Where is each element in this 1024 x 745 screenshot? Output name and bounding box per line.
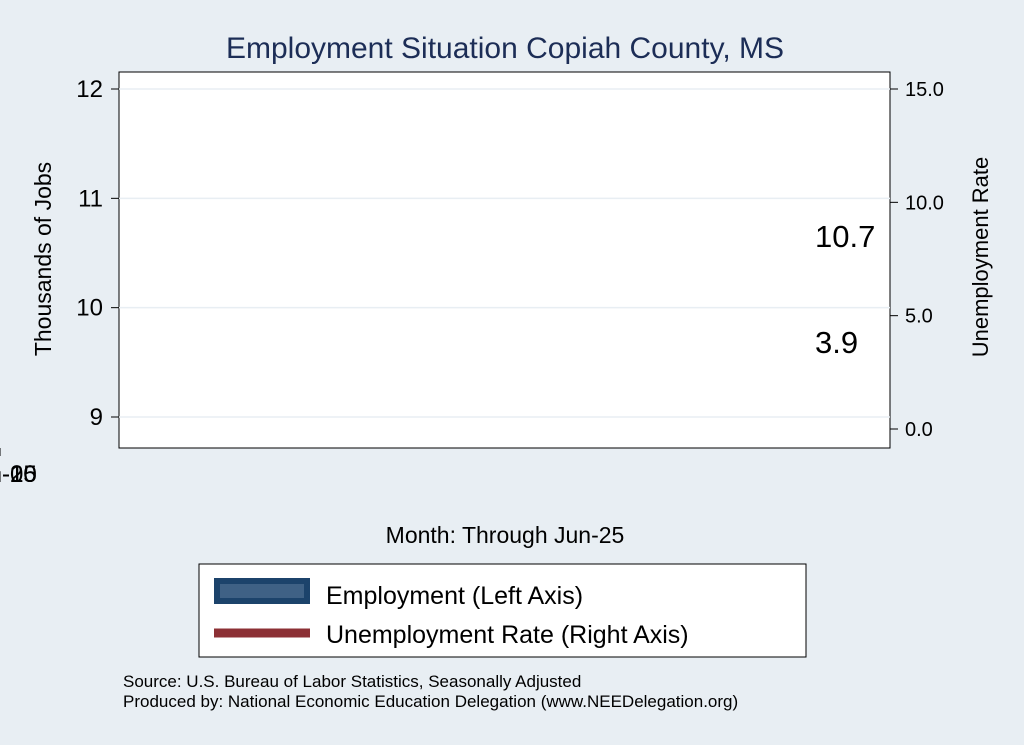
y-right-tick-label: 10.0 <box>905 192 944 214</box>
footer-producer: Produced by: National Economic Education… <box>123 692 739 711</box>
x-tick-label: Jan-15 <box>0 461 37 488</box>
y-right-tick-label: 5.0 <box>905 306 933 328</box>
legend-label-employment: Employment (Left Axis) <box>326 582 583 610</box>
y-left-tick-label: 10 <box>76 295 103 322</box>
y-left-tick-label: 9 <box>90 404 103 431</box>
employment-end-label: 10.7 <box>815 219 875 254</box>
chart-title: Employment Situation Copiah County, MS <box>226 32 784 65</box>
x-axis-label: Month: Through Jun-25 <box>386 522 625 548</box>
y-right-tick-label: 15.0 <box>905 79 944 101</box>
footer-source: Source: U.S. Bureau of Labor Statistics,… <box>123 672 582 691</box>
unemployment-end-label: 3.9 <box>815 325 858 360</box>
x-tick-label: Jan-10 <box>0 461 37 488</box>
y-right-axis-label: Unemployment Rate <box>968 157 993 358</box>
y-left-axis-label: Thousands of Jobs <box>30 162 56 356</box>
x-tick-label: Jan-05 <box>0 461 37 488</box>
y-right-tick-label: 0.0 <box>905 419 933 441</box>
x-tick-label: Jan-20 <box>0 461 37 488</box>
legend-swatch-employment-inner <box>220 584 304 598</box>
legend-label-unemployment: Unemployment Rate (Right Axis) <box>326 621 689 649</box>
plot-area <box>118 71 891 449</box>
y-left-tick-label: 12 <box>76 76 103 103</box>
y-left-tick-label: 11 <box>78 185 103 212</box>
